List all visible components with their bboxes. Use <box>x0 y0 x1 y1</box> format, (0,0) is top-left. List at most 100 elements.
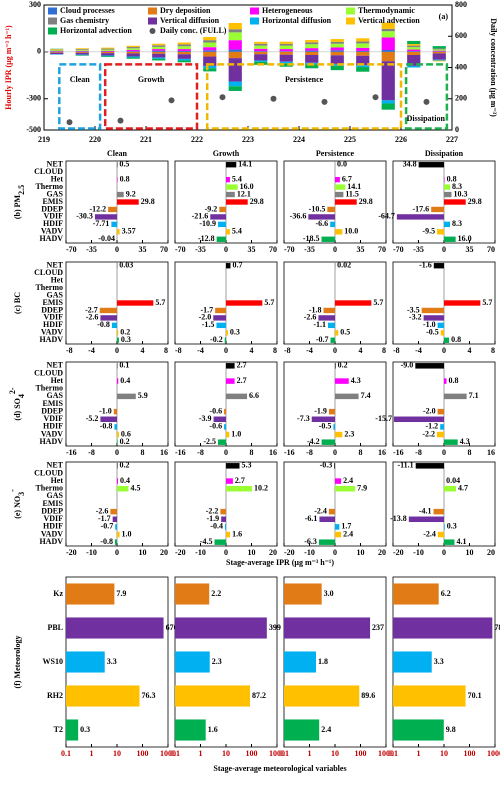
x-tick-label: 0 <box>333 245 337 254</box>
legend-dot <box>149 28 156 34</box>
category-label: VDIF <box>43 212 63 221</box>
ipr-bar <box>381 37 395 50</box>
bar <box>284 719 320 741</box>
value-label: -6.6 <box>316 219 329 228</box>
ipr-bar <box>381 50 395 52</box>
ipr-bar <box>407 55 421 66</box>
x-tick-label: 8 <box>359 448 363 457</box>
ipr-bar <box>203 68 217 72</box>
y2-tick-label: 800 <box>455 0 467 9</box>
x-tick-label: 1000 <box>378 749 394 758</box>
bar <box>213 416 226 423</box>
x-tick-label: 0 <box>442 346 446 355</box>
value-label: 0.1 <box>119 361 129 370</box>
ipr-bar <box>101 50 115 52</box>
value-label: 11.5 <box>345 189 359 198</box>
x-tick-label: -4 <box>88 346 95 355</box>
ipr-bar <box>305 48 319 51</box>
value-label: 0.8 <box>449 376 459 385</box>
bar <box>175 617 267 639</box>
legend-swatch <box>148 7 157 15</box>
ipr-bar <box>177 44 191 47</box>
ipr-bar <box>356 67 370 72</box>
bar <box>334 463 335 469</box>
ipr-bar <box>203 50 217 52</box>
value-label: -0.6 <box>209 422 222 431</box>
x-tick-label: 20 <box>487 548 495 557</box>
value-label: -64.7 <box>378 212 395 221</box>
bar <box>444 524 445 530</box>
value-label: -2.4 <box>314 506 327 515</box>
legend-swatch <box>346 7 355 15</box>
ipr-bar <box>177 58 191 61</box>
bar <box>112 516 117 523</box>
ipr-bar <box>50 51 64 53</box>
value-label: 0.3 <box>121 335 131 344</box>
x-tick-label: 1 <box>90 749 94 758</box>
value-label: 1.7 <box>341 522 351 531</box>
category-label: Het <box>51 476 64 485</box>
bar <box>318 539 335 545</box>
category-label: VADV <box>41 429 63 438</box>
category-label: GAS <box>47 290 64 299</box>
ipr-bar <box>407 65 421 68</box>
x-tick-label: 0 <box>115 448 119 457</box>
x-tick-label: 0 <box>224 245 228 254</box>
category-label: CLOUD <box>34 167 63 176</box>
value-label: -7.71 <box>93 219 110 228</box>
ipr-bar <box>305 50 319 52</box>
ipr-bar <box>126 51 140 52</box>
value-label: 0.8 <box>451 335 461 344</box>
value-label: 1.6 <box>208 725 218 734</box>
ipr-bar <box>152 53 166 58</box>
category-label: NET <box>47 461 64 470</box>
x-tick-label: 1000 <box>160 749 176 758</box>
ipr-bar <box>279 41 293 44</box>
stage-box <box>58 63 102 130</box>
category-label: VADV <box>41 227 63 236</box>
bar <box>226 263 231 269</box>
value-label: 0.2 <box>120 461 130 470</box>
category-label: NET <box>47 261 64 270</box>
row-label-part: 2.5 <box>17 185 26 195</box>
value-label: 10.2 <box>254 484 268 493</box>
category-label: DDEP <box>41 506 63 515</box>
x-tick-label: 10 <box>440 749 448 758</box>
x-tick-label: -10 <box>304 548 315 557</box>
bar <box>444 236 456 242</box>
bar <box>418 162 444 168</box>
ipr-bar <box>203 65 217 69</box>
x-tick-label: 35 <box>248 245 256 254</box>
x-tick-label: 1 <box>199 749 203 758</box>
value-label: 89.6 <box>361 691 375 700</box>
value-label: 0.04 <box>446 476 460 485</box>
x-tick-label: 20 <box>378 548 386 557</box>
ipr-bar <box>432 53 446 60</box>
x-tick-label: 0.1 <box>170 749 180 758</box>
bar <box>423 315 444 321</box>
value-label: 5.3 <box>242 461 252 470</box>
value-label: -12.8 <box>198 234 215 243</box>
ipr-bar <box>101 49 115 51</box>
value-label: 3.0 <box>324 589 334 598</box>
value-label: 8.3 <box>452 219 462 228</box>
value-label: 14.1 <box>238 160 252 169</box>
bar <box>226 478 233 484</box>
value-label: 0.3 <box>80 725 90 734</box>
bar <box>224 524 226 530</box>
category-label: EMIS <box>43 399 64 408</box>
x-tick-label: 226 <box>395 135 407 144</box>
y2-tick-label: 200 <box>455 94 467 103</box>
x-tick-label: -16 <box>284 448 295 457</box>
legend-label: Cloud processes <box>60 6 115 15</box>
row-label: (f) Meteorology <box>13 636 22 689</box>
category-label: HADV <box>39 234 63 243</box>
value-label: 0.7 <box>232 261 242 270</box>
x-tick-label: 0.1 <box>61 749 71 758</box>
bar <box>216 236 226 242</box>
bar <box>433 263 444 269</box>
value-label: 0.2 <box>338 361 348 370</box>
value-label: 3.3 <box>107 657 117 666</box>
bar <box>226 393 248 400</box>
value-label: -36.6 <box>290 212 307 221</box>
